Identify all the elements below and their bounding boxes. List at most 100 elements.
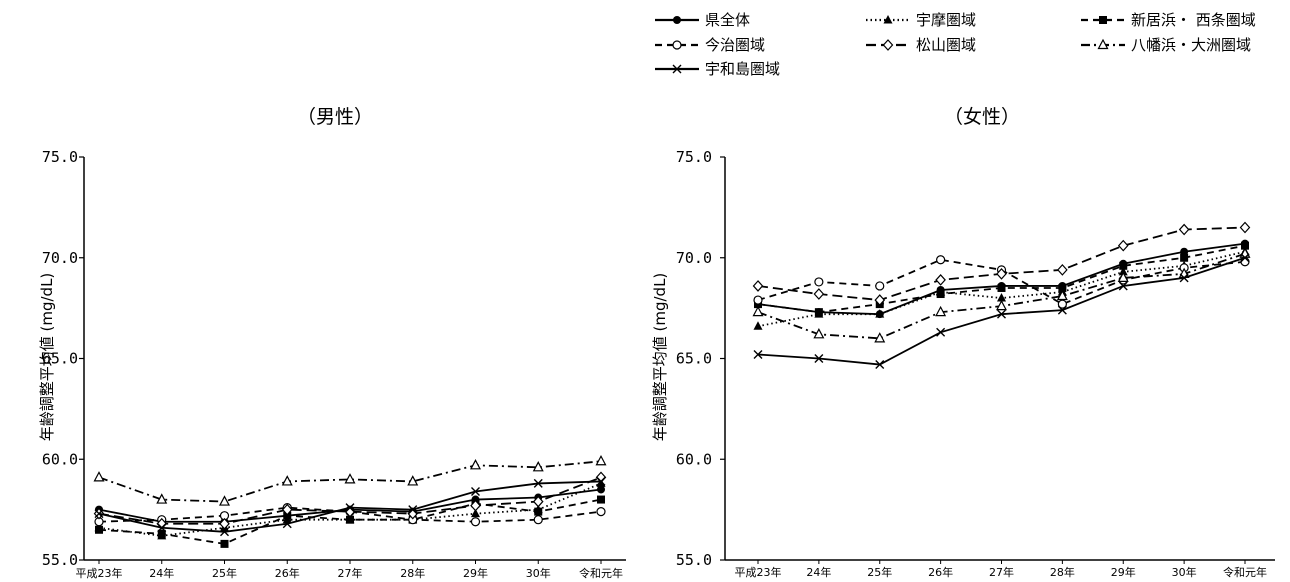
data-point: [814, 277, 824, 287]
data-point: [1058, 283, 1067, 292]
data-point: [875, 360, 885, 370]
legend-label: 宇摩圏域: [916, 11, 976, 29]
data-point: [874, 294, 886, 306]
legend-marker-icon: [1097, 38, 1109, 50]
x-tick-label: 26年: [928, 565, 953, 579]
data-point: [220, 527, 229, 537]
data-point: [874, 332, 886, 343]
legend-item: 宇摩圏域: [866, 11, 976, 29]
x-tick-label: 24年: [149, 566, 174, 580]
data-point: [470, 517, 481, 527]
data-point: [813, 288, 825, 300]
x-tick-label: 令和元年: [1223, 565, 1267, 579]
data-point: [997, 309, 1006, 319]
data-point: [532, 461, 544, 472]
x-tick-label: 27年: [989, 565, 1014, 579]
data-point: [532, 495, 544, 508]
legend-label: 八幡浜・大洲圏域: [1131, 36, 1251, 54]
y-tick-label: 60.0: [42, 450, 78, 468]
legend-label: 今治圏域: [705, 36, 765, 54]
data-point: [1118, 266, 1128, 276]
legend-item: 県全体: [655, 11, 750, 29]
y-tick-label: 55.0: [676, 551, 712, 569]
data-point: [1180, 253, 1189, 262]
data-point: [1178, 223, 1190, 236]
data-point: [1056, 289, 1068, 301]
data-point: [1179, 273, 1189, 283]
data-point: [597, 495, 605, 504]
data-point: [752, 305, 764, 317]
y-tick-label: 75.0: [676, 148, 712, 166]
chart-title-female: （女性）: [944, 106, 1020, 128]
legend-label: 宇和島圏域: [705, 60, 780, 78]
data-point: [936, 327, 946, 337]
data-point: [996, 299, 1007, 311]
data-point: [534, 507, 543, 516]
x-tick-label: 27年: [338, 566, 363, 580]
series-line: [98, 476, 602, 525]
data-point: [219, 517, 230, 530]
data-point: [875, 309, 885, 318]
data-point: [1119, 261, 1128, 270]
data-point: [996, 267, 1007, 280]
data-point: [220, 539, 229, 548]
data-point: [95, 525, 103, 534]
data-point: [814, 354, 824, 363]
data-point: [936, 255, 946, 265]
chart-panel-male: （男性） 年齢調整平均値 (mg/dL) 55.0 60.0 65.0 70.0 75.…: [38, 106, 626, 580]
legend-marker-icon: [1099, 16, 1107, 24]
y-tick-label: 60.0: [676, 450, 712, 468]
data-point: [281, 503, 293, 516]
legend-item: 八幡浜・大洲圏域: [1081, 36, 1251, 54]
series-group: [93, 454, 607, 506]
y-tick-label: 70.0: [42, 249, 78, 267]
x-tick-label: 29年: [463, 566, 488, 580]
data-point: [997, 283, 1006, 292]
data-point: [1118, 281, 1128, 291]
data-point: [1240, 253, 1250, 263]
x-tick-label: 30年: [1172, 565, 1197, 579]
x-tick-label: 28年: [400, 566, 425, 580]
legend-marker-icon: [672, 40, 682, 50]
data-point: [157, 529, 166, 538]
data-point: [596, 476, 606, 486]
x-tick-label: 26年: [275, 566, 300, 580]
data-point: [1180, 247, 1189, 256]
data-point: [753, 321, 763, 330]
legend-label: 県全体: [705, 11, 750, 29]
x-tick-label: 平成23年: [76, 566, 123, 580]
data-point: [1057, 263, 1068, 276]
x-tick-label: 平成23年: [735, 565, 782, 579]
series-group: [752, 221, 1251, 306]
chart-title-male: （男性）: [297, 106, 373, 128]
data-point: [595, 454, 607, 466]
data-point: [282, 519, 292, 529]
data-point: [533, 515, 543, 525]
x-tick-label: 30年: [526, 566, 551, 580]
legend-marker-icon: [673, 16, 681, 24]
legend-marker-icon: [672, 64, 682, 74]
data-point: [875, 281, 885, 291]
data-point: [470, 459, 481, 470]
x-tick-label: 29年: [1111, 565, 1136, 579]
y-tick-label: 65.0: [42, 350, 78, 368]
data-point: [813, 328, 825, 339]
series-group: [753, 253, 1250, 370]
data-point: [935, 305, 947, 317]
y-tick-label: 75.0: [42, 148, 78, 166]
y-axis-label-male: 年齢調整平均値 (mg/dL): [38, 273, 56, 442]
data-point: [1117, 239, 1129, 252]
y-tick-label: 65.0: [676, 350, 712, 368]
data-point: [753, 349, 763, 359]
legend-marker-icon: [882, 39, 894, 51]
data-point: [408, 505, 418, 515]
x-tick-label: 24年: [806, 565, 831, 579]
data-point: [157, 523, 167, 533]
data-point: [471, 508, 480, 518]
data-point: [1239, 221, 1251, 234]
legend-item: 宇和島圏域: [655, 60, 780, 78]
legend-item: 松山圏域: [866, 36, 976, 54]
legend-marker-icon: [883, 15, 893, 24]
